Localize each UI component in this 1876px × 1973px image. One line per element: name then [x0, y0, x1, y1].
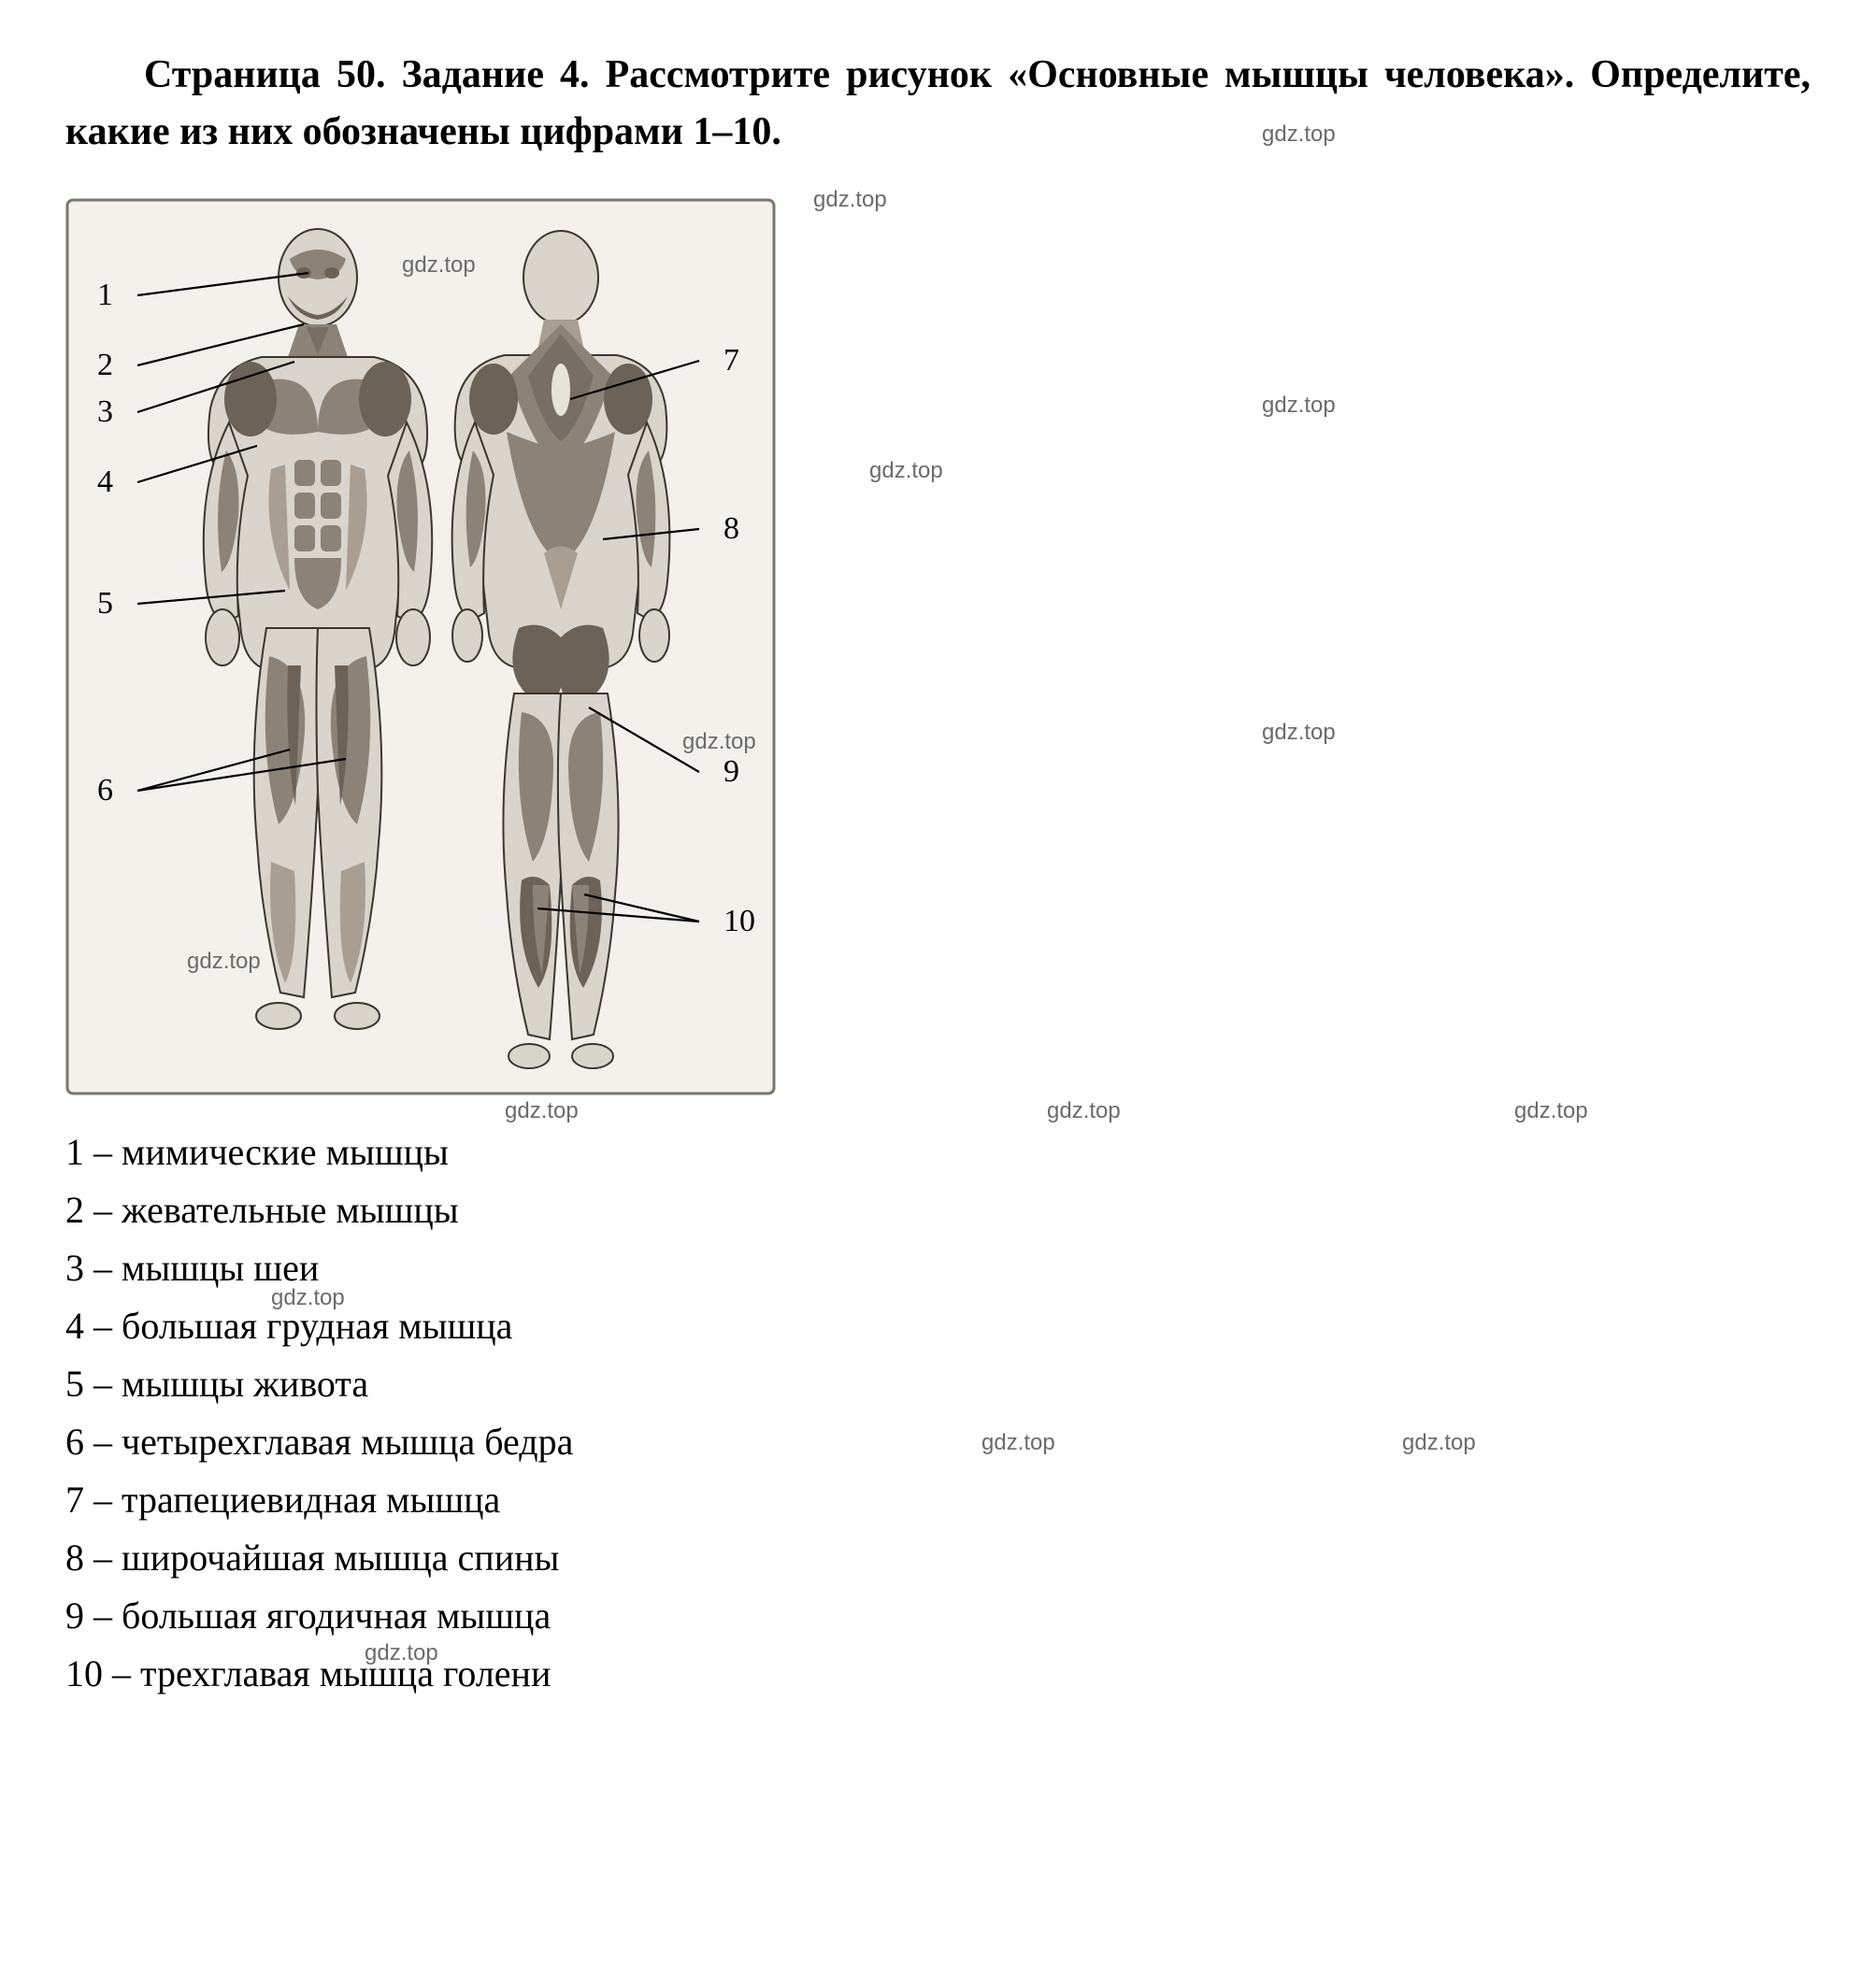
- figure-label-7: 7: [723, 343, 739, 378]
- answer-line-9: 9 – большая ягодичная мышца: [65, 1587, 1811, 1645]
- figure-label-8: 8: [723, 511, 739, 546]
- figure-label-1: 1: [97, 278, 113, 312]
- answer-line-5: 5 – мышцы живота: [65, 1355, 1811, 1413]
- figure-label-5: 5: [97, 586, 113, 621]
- figure-label-9: 9: [723, 754, 739, 789]
- task-prompt: Страница 50. Задание 4. Рассмотрите рису…: [65, 47, 1811, 161]
- watermark: gdz.top: [1047, 1098, 1121, 1124]
- answer-line-7: 7 – трапециевидная мышца: [65, 1471, 1811, 1529]
- answer-line-8: 8 – широчайшая мышца спины: [65, 1529, 1811, 1587]
- answer-line-4: 4 – большая грудная мышца: [65, 1297, 1811, 1355]
- figure-label-3: 3: [97, 394, 113, 429]
- watermark: gdz.top: [1514, 1098, 1588, 1124]
- watermark: gdz.top: [505, 1098, 579, 1124]
- figure-label-10: 10: [723, 904, 755, 938]
- figure-label-4: 4: [97, 465, 113, 499]
- answers-list: 1 – мимические мышцы2 – жевательные мышц…: [65, 1123, 1811, 1703]
- figure-label-2: 2: [97, 348, 113, 382]
- answer-line-1: 1 – мимические мышцы: [65, 1123, 1811, 1181]
- anatomy-svg: 1 2 3 4 5 6 7 8 9 10: [65, 198, 776, 1095]
- answer-line-3: 3 – мышцы шеи: [65, 1239, 1811, 1297]
- figure-label-6: 6: [97, 773, 113, 808]
- anatomy-figure: 1 2 3 4 5 6 7 8 9 10: [65, 198, 1811, 1095]
- answer-line-2: 2 – жевательные мышцы: [65, 1181, 1811, 1239]
- answer-line-6: 6 – четырехглавая мышца бедра: [65, 1413, 1811, 1471]
- answer-line-10: 10 – трехглавая мышца голени: [65, 1645, 1811, 1703]
